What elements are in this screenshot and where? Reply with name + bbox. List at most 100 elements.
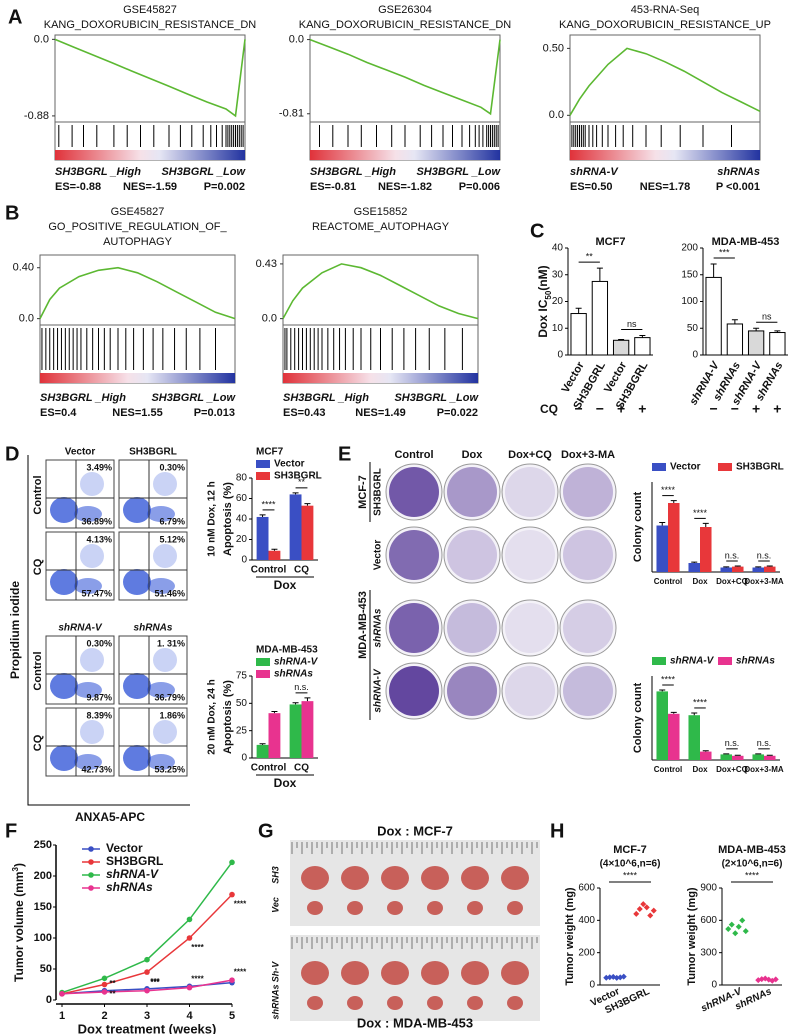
y-tick-label: 25	[236, 725, 248, 736]
x-tick-label: Control	[654, 765, 682, 774]
colonies	[447, 666, 497, 716]
legend-label: shRNA-V	[274, 657, 319, 668]
bar	[570, 313, 587, 356]
error-bar	[670, 711, 677, 714]
y-axis-label: Dox IC50(nM)	[536, 265, 552, 337]
tumor	[461, 866, 489, 890]
x-tick-label: 4	[186, 1010, 193, 1022]
y-tick-label: 10	[552, 323, 564, 334]
point	[101, 989, 108, 995]
sig-label: ***	[150, 977, 160, 986]
colony-row-label: shRNA-V	[373, 668, 384, 713]
error-bar	[691, 712, 698, 716]
sig-label: **	[298, 477, 306, 487]
side-label: 10 nM Dox, 12 h	[207, 481, 218, 557]
sig-label: ****	[745, 870, 760, 880]
bar	[700, 527, 712, 572]
y-axis-label-part: 50	[544, 290, 553, 299]
flow-panel	[45, 459, 188, 777]
quadrant-percent: 53.25%	[154, 764, 185, 774]
x-axis-label: Dox	[274, 776, 297, 790]
flow-row-label: CQ	[32, 734, 44, 751]
cell-cluster	[147, 506, 175, 522]
bar	[705, 276, 722, 356]
y-tick-label: 150	[681, 269, 698, 280]
colony-group-label: MDA-MB-453	[357, 591, 369, 659]
y-axis-label-part: Tumor volume (mm	[12, 871, 26, 981]
rank-bar	[310, 150, 500, 160]
es-curve	[54, 38, 246, 118]
quadrant-percent: 3.49%	[86, 462, 112, 472]
bar	[268, 550, 281, 560]
y-tick-label: 0	[589, 980, 595, 991]
y-tick-label: 0.0	[289, 33, 304, 45]
y-tick-label: 0.0	[34, 33, 49, 45]
y-axis-label-part: Dox IC	[536, 299, 550, 337]
sig-label: n.s.	[725, 550, 740, 560]
rank-bar	[40, 373, 235, 383]
tumor	[427, 901, 443, 915]
y-axis-label: Apoptosis (%)	[222, 680, 234, 754]
colony-row-label: shRNAs	[373, 608, 384, 647]
chart-title: MCF-7	[613, 844, 647, 856]
y-tick-label: 75	[236, 671, 248, 682]
legend-label: SH3BGRL	[736, 462, 784, 473]
y-tick-label: 0	[692, 350, 698, 361]
legend-swatch	[256, 670, 270, 678]
point	[613, 974, 620, 981]
y-tick-label: 40	[552, 243, 564, 254]
legend-label: shRNAs	[274, 669, 313, 680]
stat-label: shRNA-V	[570, 166, 619, 178]
quadrant-lines	[119, 708, 187, 776]
tumor	[381, 866, 409, 890]
x-tick-label: Dox+3-MA	[744, 765, 784, 774]
colonies	[563, 530, 613, 580]
colony-column-label: Dox+CQ	[508, 449, 552, 461]
quadrant-percent: 1.86%	[159, 710, 185, 720]
bar	[668, 503, 680, 572]
stat-label: SH3BGRL _High	[310, 166, 396, 178]
x-tick-label: Control	[251, 565, 287, 576]
stat-label: ES=0.50	[570, 181, 613, 193]
plate	[559, 662, 617, 720]
tumor	[381, 961, 409, 985]
stat-label: NES=1.78	[640, 181, 690, 193]
cq-sign: +	[638, 401, 646, 417]
error-bar	[755, 753, 762, 755]
chart-title: GSE26304	[378, 4, 432, 16]
quadrant-percent: 4.13%	[86, 534, 112, 544]
stat-label: SH3BGRL _High	[55, 166, 141, 178]
x-tick-label: 5	[229, 1010, 235, 1022]
cq-sign: +	[617, 401, 625, 417]
chart-title: MDA-MB-453	[712, 236, 780, 248]
sig-label: ****	[661, 485, 676, 495]
y-tick-label: 50	[236, 698, 248, 709]
quadrant-percent: 57.47%	[81, 588, 112, 598]
cell-cluster	[74, 578, 102, 594]
point	[606, 974, 613, 981]
bar	[289, 704, 302, 758]
quadrant-percent: 8.39%	[86, 710, 112, 720]
cq-sign: −	[731, 401, 739, 417]
plate	[443, 599, 501, 657]
legend-swatch	[256, 460, 270, 468]
point	[603, 974, 610, 981]
quadrant-percent: 36.89%	[81, 516, 112, 526]
y-axis-label-part: )	[12, 863, 26, 867]
sig-label: ****	[234, 900, 247, 909]
point	[640, 901, 647, 908]
point	[742, 928, 749, 935]
flow-x-label: ANXA5-APC	[75, 810, 145, 824]
tumor	[421, 961, 449, 985]
quadrant-lines	[119, 460, 187, 528]
chart-title: REACTOME_AUTOPHAGY	[312, 221, 450, 233]
colonies	[563, 666, 613, 716]
x-tick-label: Dox+3-MA	[744, 577, 784, 586]
error-bar	[596, 267, 603, 282]
y-tick-label: 0	[557, 350, 563, 361]
stat-label: P <0.001	[716, 181, 760, 193]
stat-label: P=0.002	[204, 181, 245, 193]
stat-label: ES=0.4	[40, 407, 77, 419]
plate	[501, 526, 559, 584]
y-tick-label: 200	[34, 870, 52, 882]
